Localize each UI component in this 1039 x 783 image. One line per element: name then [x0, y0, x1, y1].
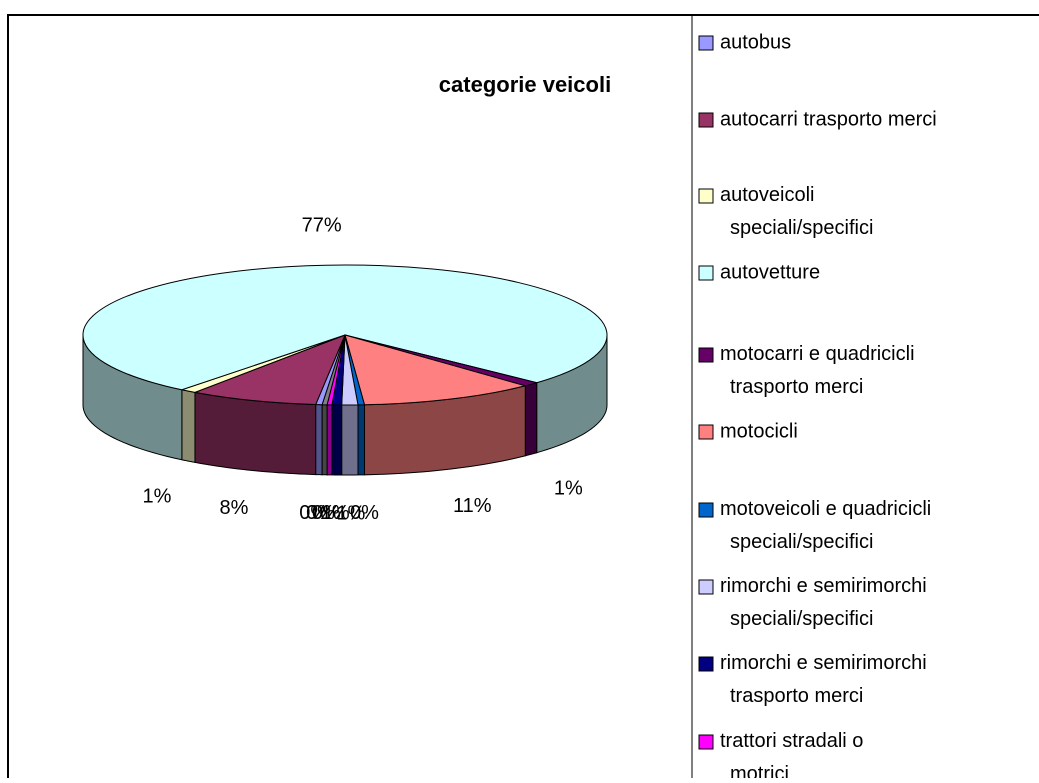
data-label: 1% [143, 486, 172, 508]
legend-swatch [698, 265, 714, 281]
pie-slice [321, 334, 346, 406]
legend-swatch [698, 188, 714, 204]
legend-label: autobus [720, 31, 791, 53]
data-label: 11% [453, 495, 492, 517]
pie-sides [82, 334, 608, 476]
pie-side [321, 404, 328, 476]
legend-swatch [698, 112, 714, 128]
data-label: 1% [554, 477, 583, 499]
data-label: 1% [321, 502, 350, 524]
pie-tops [82, 264, 608, 406]
legend-swatch [698, 579, 714, 595]
data-label: 77% [302, 215, 342, 237]
legend-label: rimorchi e semirimorchi speciali/specific… [720, 575, 927, 630]
pie-side [331, 404, 343, 476]
legend-label: motoveicoli e quadricicli speciali/specif… [720, 498, 931, 553]
data-label: 1% [336, 502, 365, 524]
data-label: 0% [299, 502, 328, 524]
pie-side [524, 382, 538, 457]
pie-side [326, 404, 333, 476]
pie-side [341, 404, 359, 476]
legend-label: autocarri trasporto merci [720, 108, 937, 130]
legend-swatch [698, 35, 714, 51]
pie-side [357, 404, 365, 476]
data-label: 0% [350, 502, 379, 524]
legend-label: rimorchi e semirimorchi trasporto merci [720, 652, 927, 707]
pie-slice [344, 334, 528, 406]
legend-label: autoveicoli speciali/specifici [720, 184, 873, 239]
pie-slice [193, 334, 346, 406]
legend-swatch [698, 424, 714, 440]
data-label: 0% [312, 502, 341, 524]
pie-side [194, 391, 317, 476]
legend-label: motocarri e quadricicli trasporto merci [720, 343, 915, 398]
data-label: 0% [306, 502, 335, 524]
pie-slice [82, 264, 608, 391]
legend-swatch [698, 656, 714, 672]
chart-title: categorie veicoli [439, 72, 611, 97]
legend-label: motocicli [720, 420, 798, 442]
pie-side [315, 404, 323, 476]
pie-side [181, 389, 196, 463]
legend-swatch [698, 502, 714, 518]
legend-label: autovetture [720, 261, 820, 283]
legend-swatch [698, 347, 714, 363]
legend-swatch [698, 734, 714, 750]
data-label: 8% [220, 497, 249, 519]
